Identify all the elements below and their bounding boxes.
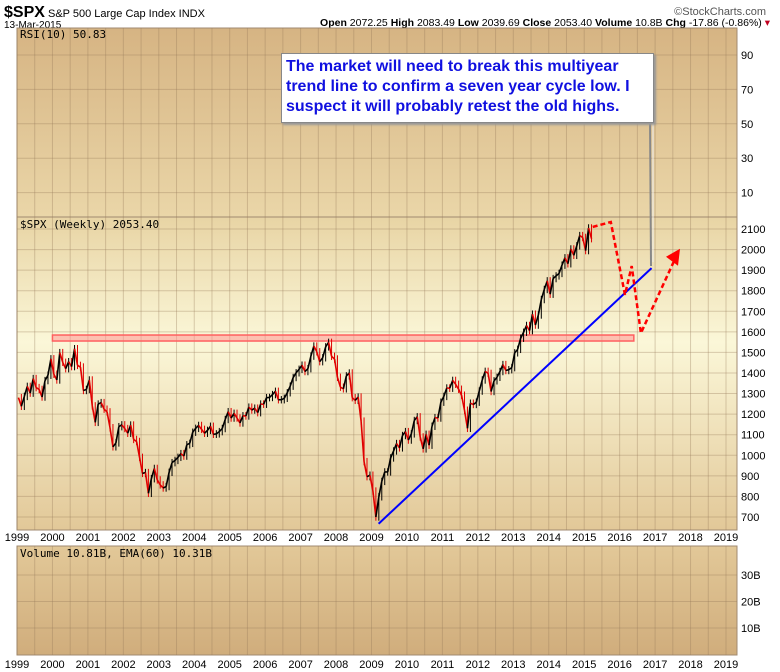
rsi-tick-label: 10	[741, 188, 753, 200]
high-value: 2083.49	[416, 17, 455, 29]
x-tick-label: 2006	[253, 532, 277, 544]
x-tick-label: 2018	[678, 532, 702, 544]
volume-tick-label: 30B	[741, 570, 761, 582]
x-tick-label: 2009	[359, 532, 383, 544]
x-tick-label: 2010	[395, 659, 419, 671]
exchange: INDX	[178, 8, 205, 20]
x-tick-label: 2014	[537, 659, 561, 671]
price-tick-label: 1400	[741, 368, 765, 380]
x-tick-label: 2019	[714, 659, 738, 671]
price-tick-label: 1700	[741, 306, 765, 318]
x-tick-label: 2019	[714, 532, 738, 544]
volume-panel	[16, 545, 738, 656]
price-tick-label: 900	[741, 471, 759, 483]
x-tick-label: 2004	[182, 659, 206, 671]
resistance-band	[51, 334, 635, 342]
annotation-box: The market will need to break this multi…	[281, 53, 654, 123]
x-tick-label: 2007	[288, 532, 312, 544]
rsi-tick-label: 70	[741, 84, 753, 96]
rsi-label: RSI(10) 50.83	[20, 28, 106, 41]
rsi-tick-label: 50	[741, 119, 753, 131]
projection-path	[592, 220, 678, 338]
x-tick-label: 2013	[501, 532, 525, 544]
volume-label: Volume 10.81B, EMA(60) 10.31B	[20, 547, 212, 560]
title: $SPX S&P 500 Large Cap Index INDX	[4, 4, 205, 22]
x-tick-label: 2018	[678, 659, 702, 671]
x-tick-label: 2002	[111, 659, 135, 671]
x-tick-label: 2011	[431, 659, 455, 671]
x-tick-label: 1999	[5, 532, 29, 544]
close-label: Close	[522, 17, 552, 29]
high-label: High	[390, 17, 415, 29]
rsi-tick-label: 90	[741, 50, 753, 62]
price-tick-label: 2000	[741, 245, 765, 257]
x-tick-label: 1999	[5, 659, 29, 671]
index-name: S&P 500 Large Cap Index	[47, 8, 176, 20]
x-tick-label: 2007	[288, 659, 312, 671]
x-tick-label: 2009	[359, 659, 383, 671]
x-tick-label: 2015	[572, 532, 596, 544]
x-tick-label: 2012	[466, 659, 490, 671]
x-tick-label: 2010	[395, 532, 419, 544]
price-tick-label: 700	[741, 512, 759, 524]
price-tick-label: 1000	[741, 450, 765, 462]
x-tick-label: 2006	[253, 659, 277, 671]
close-value: 2053.40	[554, 17, 593, 29]
x-tick-label: 2013	[501, 659, 525, 671]
rsi-tick-label: 30	[741, 153, 753, 165]
open-value: 2072.25	[349, 17, 388, 29]
annotation-pointer	[649, 117, 652, 267]
x-tick-label: 2005	[217, 659, 241, 671]
x-tick-label: 2000	[40, 532, 64, 544]
x-tick-label: 2002	[111, 532, 135, 544]
x-tick-label: 2003	[147, 532, 171, 544]
x-tick-label: 2004	[182, 532, 206, 544]
projection-arrow-icon	[666, 248, 681, 266]
low-label: Low	[457, 17, 479, 29]
x-tick-label: 2017	[643, 659, 667, 671]
low-value: 2039.69	[481, 17, 520, 29]
volume-label: Volume	[595, 17, 633, 29]
x-tick-label: 2016	[607, 659, 631, 671]
price-tick-label: 1500	[741, 347, 765, 359]
quote-line: Open 2072.25 High 2083.49 Low 2039.69 Cl…	[320, 17, 770, 29]
open-label: Open	[320, 17, 347, 29]
x-tick-label: 2015	[572, 659, 596, 671]
x-tick-label: 2014	[537, 532, 561, 544]
price-tick-label: 1100	[741, 430, 765, 442]
x-tick-label: 2000	[40, 659, 64, 671]
x-tick-label: 2003	[147, 659, 171, 671]
x-tick-label: 2001	[76, 659, 100, 671]
chg-value: -17.86 (-0.86%)	[688, 17, 762, 29]
price-tick-label: 1300	[741, 389, 765, 401]
trend-line	[377, 267, 653, 525]
x-tick-label: 2016	[607, 532, 631, 544]
x-tick-label: 2012	[466, 532, 490, 544]
price-label: $SPX (Weekly) 2053.40	[20, 218, 159, 231]
price-panel	[16, 216, 738, 531]
price-tick-label: 1900	[741, 265, 765, 277]
price-tick-label: 2100	[741, 224, 765, 236]
volume-tick-label: 10B	[741, 623, 761, 635]
x-tick-label: 2008	[324, 532, 348, 544]
x-tick-label: 2011	[431, 532, 455, 544]
price-tick-label: 1600	[741, 327, 765, 339]
x-tick-label: 2008	[324, 659, 348, 671]
symbol: $SPX	[4, 4, 45, 21]
volume-tick-label: 20B	[741, 597, 761, 609]
date: 13-Mar-2015	[4, 20, 62, 31]
x-tick-label: 2005	[217, 532, 241, 544]
copyright: ©StockCharts.com	[674, 6, 766, 18]
price-tick-label: 1800	[741, 286, 765, 298]
volume-value: 10.8B	[635, 17, 663, 29]
chg-label: Chg	[665, 17, 686, 29]
x-tick-label: 2001	[76, 532, 100, 544]
price-tick-label: 800	[741, 491, 759, 503]
x-tick-label: 2017	[643, 532, 667, 544]
price-tick-label: 1200	[741, 409, 765, 421]
down-arrow-icon: ▾	[764, 17, 770, 29]
